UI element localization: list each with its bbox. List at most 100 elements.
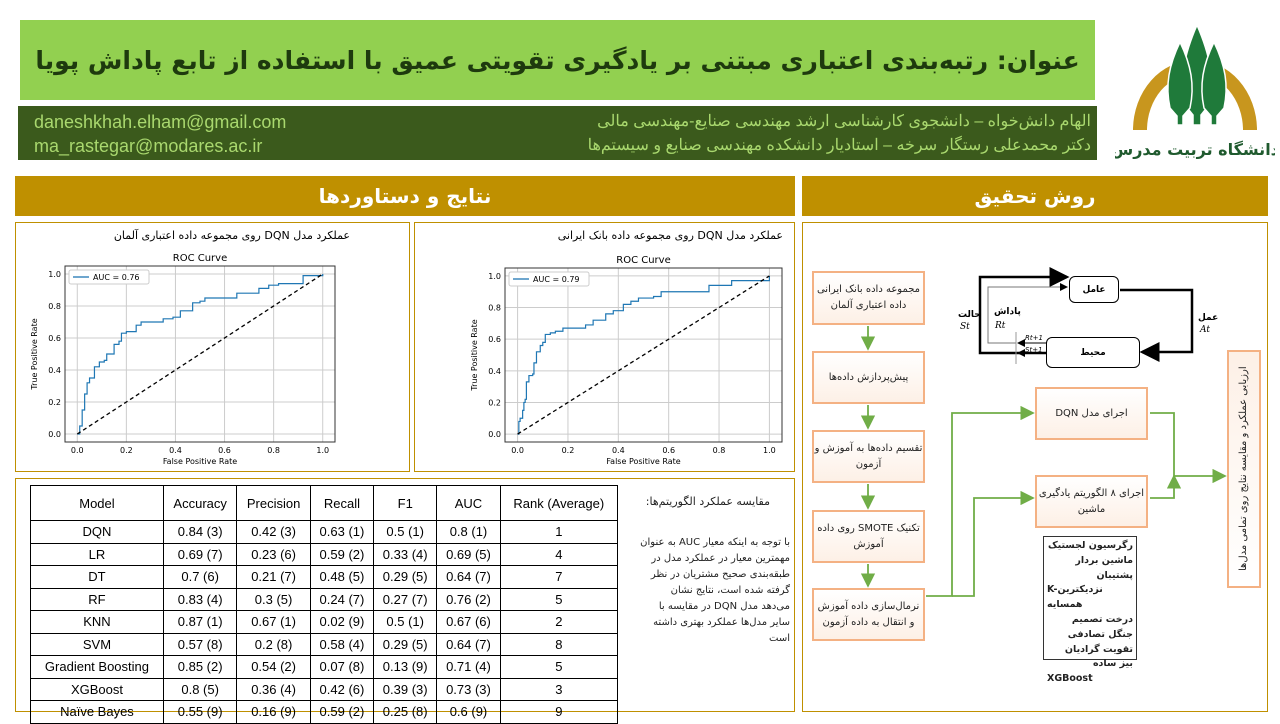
algorithm-item: K-نزدیکترین همسایه [1047, 584, 1103, 611]
rl-state-symbol: St [960, 322, 970, 332]
table-row: XGBoost 0.8 (5) 0.36 (4) 0.42 (6) 0.39 (3) 0.… [30, 677, 619, 701]
x-tick-label: 0.6 [662, 446, 675, 455]
table-cell: 0.23 (6) [236, 542, 311, 566]
table-cell: 0.55 (9) [162, 700, 238, 724]
table-cell: 0.24 (7) [309, 587, 375, 611]
table-cell: 0.67 (6) [436, 610, 501, 634]
table-cell: XGBoost [30, 677, 164, 701]
roc-chart-german: ROC Curve 0.0 0.2 0.4 0.6 0.8 1.0 0.0 0.2 0.4 0.6 0… [30, 253, 336, 466]
y-tick-label: 0.8 [488, 304, 501, 313]
emails: daneshkhah.elham@gmail.com ma_rastegar@m… [34, 110, 286, 158]
table-row: LR 0.69 (7) 0.23 (6) 0.59 (2) 0.33 (4) 0.69 (… [30, 542, 619, 566]
rl-action-label: عمل [1198, 313, 1219, 323]
column-header: F1 [373, 485, 438, 521]
logo-text: دانشگاه تربیت مدرس [1115, 140, 1275, 159]
table-cell: 0.27 (7) [373, 587, 438, 611]
x-tick-label: 0.0 [511, 446, 524, 455]
step-smote: تکنیک SMOTE روی داده آموزش [812, 510, 925, 563]
y-tick-label: 0.2 [48, 398, 61, 407]
rl-next-reward: Rt+1 [1025, 334, 1043, 342]
plot-frame [504, 267, 783, 443]
table-cell: DQN [30, 520, 164, 544]
email-2[interactable]: ma_rastegar@modares.ac.ir [34, 136, 263, 156]
authors: الهام دانش‌خواه – دانشجوی کارشناسی ارشد … [588, 110, 1091, 158]
y-tick-label: 0.0 [488, 430, 501, 439]
table-cell: SVM [30, 632, 164, 656]
legend-box [68, 269, 150, 285]
step-dqn: اجرای مدل DQN [1035, 387, 1148, 440]
rl-next-state: St+1 [1025, 346, 1043, 354]
table-cell: 0.67 (1) [236, 610, 311, 634]
table-cell: 0.42 (6) [309, 677, 375, 701]
rl-environment: محیط [1046, 337, 1140, 368]
x-tick-label: 1.0 [763, 446, 776, 455]
table-cell: 0.87 (1) [162, 610, 238, 634]
roc-curve-line [77, 274, 324, 435]
chart-title: ROC Curve [616, 255, 670, 266]
author-2: دکتر محمدعلی رستگار سرخه – استادیار دانش… [587, 137, 1091, 154]
y-tick-label: 1.0 [48, 270, 61, 279]
table-cell: KNN [30, 610, 164, 634]
rl-state-label: حالت [958, 310, 981, 320]
step-ml-algorithms: اجرای ۸ الگوریتم یادگیری ماشین [1035, 475, 1148, 528]
x-tick-label: 1.0 [316, 446, 329, 455]
table-row: RF 0.83 (4) 0.3 (5) 0.24 (7) 0.27 (7) 0.76 (2… [30, 587, 619, 611]
algorithm-item: ماشین بردار پشتیبان [1075, 554, 1133, 581]
y-tick-label: 1.0 [488, 272, 501, 281]
column-header: Rank (Average) [499, 485, 619, 521]
y-tick-label: 0.4 [48, 366, 61, 375]
rl-reward-symbol: Rt [995, 321, 1006, 331]
table-cell: 0.76 (2) [436, 587, 501, 611]
y-tick-label: 0.6 [48, 334, 61, 343]
poster-title: عنوان: رتبه‌بندی اعتباری مبتنی بر یادگیر… [20, 20, 1095, 100]
y-tick-label: 0.6 [488, 335, 501, 344]
y-tick-label: 0.0 [48, 430, 61, 439]
legend-label: AUC = 0.76 [93, 273, 140, 282]
table-row: DQN 0.84 (3) 0.42 (3) 0.63 (1) 0.5 (1) 0.8 (1… [30, 520, 619, 544]
algorithm-item: تقویت گرادیان [1064, 643, 1133, 655]
table-cell: 0.8 (1) [436, 520, 501, 544]
method-heading: روش تحقیق [802, 176, 1268, 216]
results-table: Model Accuracy Precision Recall F1 AUC Rank (A… [30, 485, 619, 724]
table-cell: 0.3 (5) [236, 587, 311, 611]
table-cell: Gradient Boosting [30, 655, 164, 679]
column-header: Model [30, 485, 164, 521]
table-cell: 0.58 (4) [309, 632, 375, 656]
algorithm-item: درخت تصمیم [1071, 613, 1133, 625]
table-cell: 0.59 (2) [309, 542, 375, 566]
email-1[interactable]: daneshkhah.elham@gmail.com [34, 112, 287, 132]
table-cell: 0.71 (4) [436, 655, 501, 679]
table-cell: 0.42 (3) [236, 520, 311, 544]
table-cell: 0.63 (1) [309, 520, 375, 544]
step-datasets: مجموعه داده بانک ایرانی داده اعتباری آلم… [812, 271, 925, 325]
table-cell: 0.48 (5) [309, 565, 375, 589]
y-tick-label: 0.2 [488, 398, 501, 407]
column-header: Precision [236, 485, 311, 521]
university-logo: دانشگاه تربیت مدرس [1111, 20, 1279, 170]
chart-caption-iranian: عملکرد مدل DQN روی مجموعه داده بانک ایرا… [557, 229, 783, 242]
comparison-title: مقایسه عملکرد الگوریتم‌ها: [645, 495, 770, 508]
table-cell: 7 [499, 565, 619, 589]
table-cell: 2 [499, 610, 619, 634]
table-cell: 0.39 (3) [373, 677, 438, 701]
table-cell: 3 [499, 677, 619, 701]
table-cell: 8 [499, 632, 619, 656]
table-cell: 0.13 (9) [373, 655, 438, 679]
legend-label: AUC = 0.79 [533, 275, 580, 284]
algorithm-list: رگرسیون لجستیک ماشین بردار پشتیبان K-نزدیک… [1043, 536, 1137, 684]
step-evaluation: ارزیابی عملکرد و مقایسه نتایج روی تمامی … [1227, 350, 1261, 588]
x-tick-label: 0.4 [612, 446, 625, 455]
table-cell: 0.21 (7) [236, 565, 311, 589]
chart-title: ROC Curve [173, 253, 227, 264]
step-train-test-split: تقسیم داده‌ها به آموزش و آزمون [812, 430, 925, 483]
x-axis-label: False Positive Rate [163, 457, 237, 466]
legend-box [508, 271, 590, 287]
y-axis-label: True Positive Rate [470, 319, 479, 391]
comparison-text: با توجه به اینکه معیار AUC به عنوان مهمت… [640, 537, 790, 644]
x-tick-label: 0.4 [169, 446, 182, 455]
table-cell: 0.69 (5) [436, 542, 501, 566]
table-cell: 0.8 (5) [162, 677, 238, 701]
chart-panel-german [15, 222, 410, 472]
diagonal-reference-line [517, 275, 770, 435]
table-cell: 0.29 (5) [373, 565, 438, 589]
